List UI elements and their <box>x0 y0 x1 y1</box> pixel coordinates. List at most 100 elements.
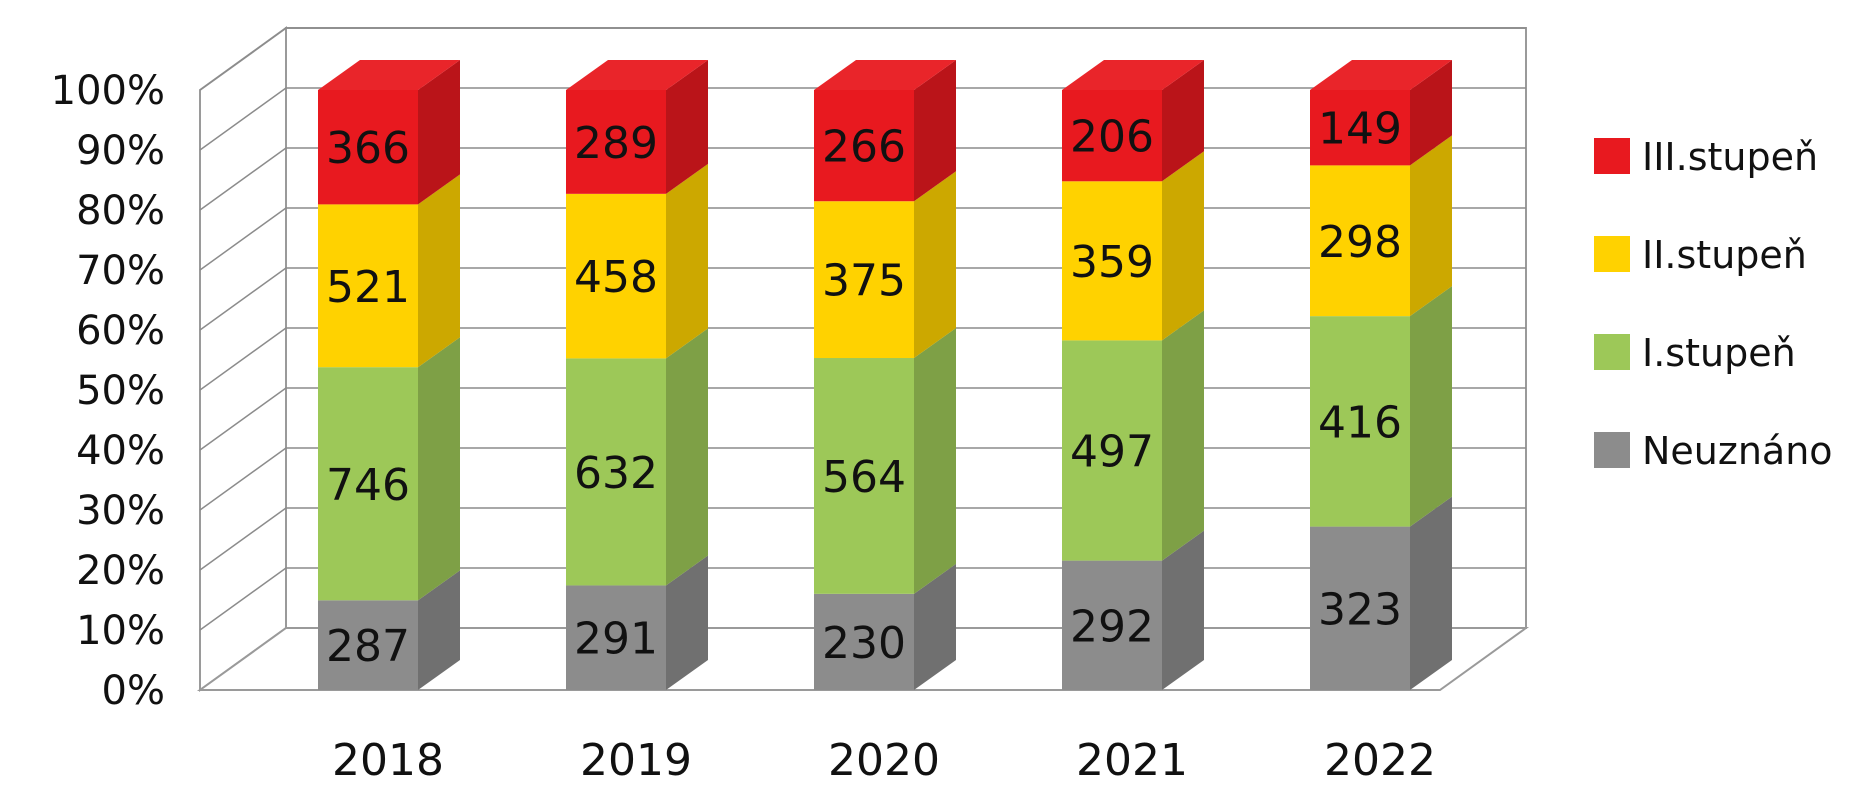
x-tick-label: 2018 <box>332 735 444 786</box>
legend-swatch <box>1594 432 1630 468</box>
data-label: 564 <box>822 452 906 503</box>
bar-front <box>318 204 418 368</box>
bar-top <box>814 60 956 90</box>
bar-front <box>814 358 914 594</box>
bar-segment: 632 <box>566 328 708 586</box>
legend-label: Neuznáno <box>1642 429 1833 473</box>
x-tick-label: 2021 <box>1076 735 1188 786</box>
bar-segment: 375 <box>814 171 956 359</box>
bar-stack-2022: 323 416 298 149 <box>1310 60 1452 690</box>
bar-segment: 359 <box>1062 151 1204 341</box>
bar-front <box>1310 526 1410 690</box>
data-label: 416 <box>1318 397 1402 448</box>
data-label: 632 <box>574 448 658 499</box>
bar-segment: 323 <box>1310 496 1452 690</box>
bar-top <box>318 60 460 90</box>
bar-side <box>914 563 956 690</box>
bar-stack-2018: 287 746 521 366 <box>318 60 460 690</box>
bar-side <box>418 570 460 690</box>
x-tick-label: 2020 <box>828 735 940 786</box>
bar-side <box>418 337 460 601</box>
data-label: 458 <box>574 252 658 303</box>
legend-item: I.stupeň <box>1594 331 1796 375</box>
bar-segment: 287 <box>318 570 460 690</box>
legend-item: III.stupeň <box>1594 135 1818 179</box>
bar-front <box>566 358 666 586</box>
y-tick-label: 0% <box>102 668 165 714</box>
y-tick-label: 90% <box>76 128 165 174</box>
bar-side <box>914 328 956 594</box>
y-tick-label: 50% <box>76 368 165 414</box>
data-label: 292 <box>1070 601 1154 652</box>
y-tick-label: 30% <box>76 488 165 534</box>
data-label: 289 <box>574 118 658 169</box>
bar-front <box>318 367 418 601</box>
legend-swatch <box>1594 138 1630 174</box>
bar-segment: 149 <box>1310 60 1452 166</box>
data-label: 497 <box>1070 426 1154 477</box>
bar-stack-2021: 292 497 359 206 <box>1062 60 1204 690</box>
bar-front <box>814 593 914 690</box>
bar-segment: 298 <box>1310 135 1452 317</box>
legend-label: I.stupeň <box>1642 331 1796 375</box>
bars: 287 746 521 366 291 632 458 289 230 564 375 266 292 4… <box>318 60 1452 690</box>
bar-top <box>566 60 708 90</box>
bar-side <box>1162 60 1204 182</box>
bar-front <box>1310 165 1410 317</box>
y-tick-label: 60% <box>76 308 165 354</box>
bar-top <box>1062 60 1204 90</box>
legend-swatch <box>1594 334 1630 370</box>
data-label: 298 <box>1318 217 1402 268</box>
bar-segment: 497 <box>1062 310 1204 561</box>
bar-segment: 230 <box>814 563 956 690</box>
y-tick-label: 20% <box>76 548 165 594</box>
data-label: 746 <box>326 460 410 511</box>
y-tick-label: 10% <box>76 608 165 654</box>
bar-side <box>1410 496 1452 690</box>
gridline <box>199 27 1526 91</box>
bar-front <box>566 585 666 690</box>
bar-front <box>1062 90 1162 182</box>
bar-side <box>666 555 708 690</box>
bar-stack-2020: 230 564 375 266 <box>814 60 956 690</box>
data-label: 291 <box>574 614 658 665</box>
data-label: 375 <box>822 256 906 307</box>
y-tick-label: 100% <box>51 68 165 114</box>
bar-front <box>1062 560 1162 690</box>
data-label: 359 <box>1070 237 1154 288</box>
bar-segment: 206 <box>1062 60 1204 182</box>
data-label: 323 <box>1318 584 1402 635</box>
bar-side <box>1162 310 1204 561</box>
legend-item: Neuznáno <box>1594 429 1833 473</box>
bar-side <box>666 60 708 194</box>
legend-item: II.stupeň <box>1594 233 1807 277</box>
bar-segment: 289 <box>566 60 708 194</box>
bar-segment: 521 <box>318 174 460 368</box>
bar-side <box>914 171 956 359</box>
bar-front <box>566 90 666 194</box>
bar-side <box>666 328 708 586</box>
bar-segment: 564 <box>814 328 956 594</box>
x-tick-label: 2019 <box>580 735 692 786</box>
bar-side <box>1410 135 1452 317</box>
bar-front <box>1310 90 1410 166</box>
legend-swatch <box>1594 236 1630 272</box>
data-label: 521 <box>326 262 410 313</box>
legend-label: III.stupeň <box>1642 135 1818 179</box>
bar-segment: 266 <box>814 60 956 202</box>
legend: III.stupeň II.stupeň I.stupeň Neuznáno <box>1594 135 1833 473</box>
bar-front <box>318 90 418 205</box>
bar-segment: 291 <box>566 555 708 690</box>
bar-front <box>1310 316 1410 527</box>
data-label: 149 <box>1318 104 1402 155</box>
data-label: 206 <box>1070 112 1154 163</box>
bar-side <box>418 60 460 205</box>
bar-front <box>318 600 418 690</box>
bar-side <box>914 60 956 202</box>
bar-side <box>418 174 460 368</box>
bar-side <box>1410 286 1452 527</box>
y-tick-label: 40% <box>76 428 165 474</box>
bar-segment: 746 <box>318 337 460 601</box>
bar-segment: 292 <box>1062 530 1204 690</box>
